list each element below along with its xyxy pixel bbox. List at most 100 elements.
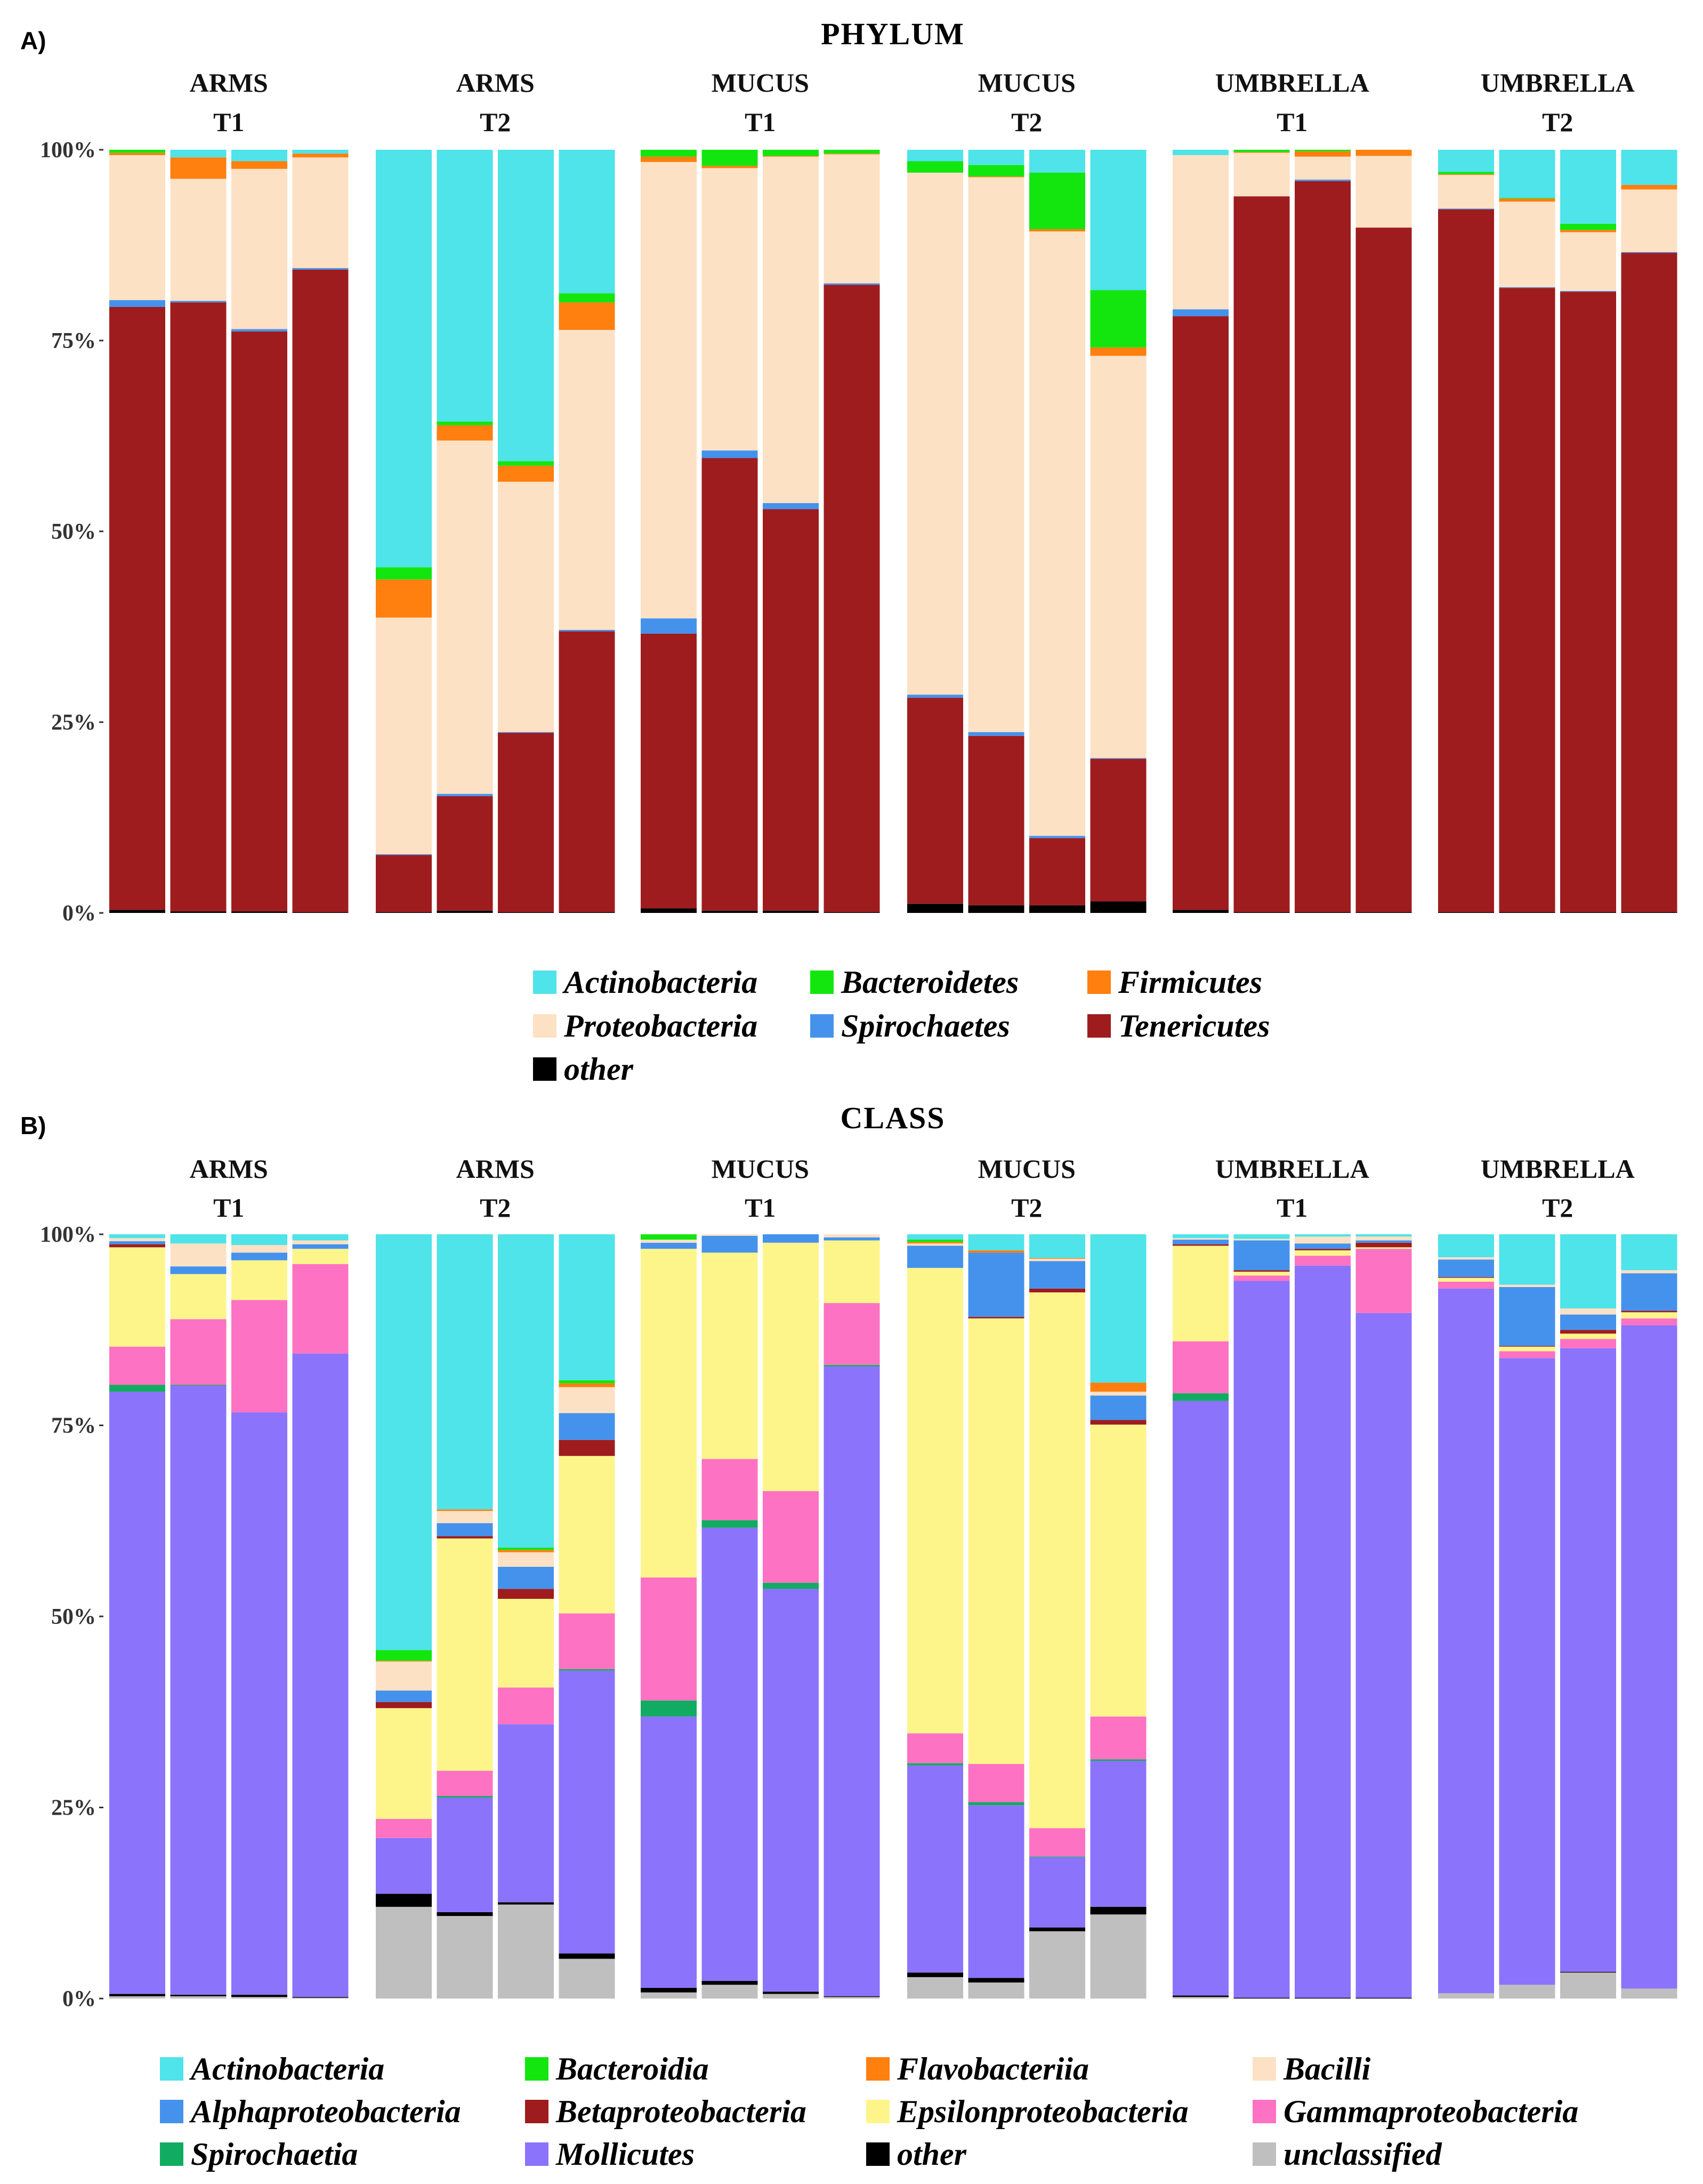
panel-b-bar-umbrella-t1-2-other [1233,1997,1290,1999]
panel-b-bar-umbrella-t2-3-mollicutes [1560,1348,1616,1972]
panel-b-bar-umbrella-t2-4-alphaproteobacteria [1621,1273,1677,1311]
panel-b-bar-mucus-t2-4-mollicutes [1090,1761,1147,1907]
panel-a-bar-umbrella-t2-3-spirochaetes [1560,290,1616,292]
panel-b-bar-arms-t1-2-other [170,1994,227,1996]
panel-a-bar-arms-t1-4-other [292,912,349,913]
panel-b-bar-mucus-t2-3-mollicutes [1029,1857,1085,1928]
panel-a-legend-label-firmicutes: Firmicutes [1118,965,1262,1000]
panel-a-bar-mucus-t2-3-spirochaetes [1029,836,1085,838]
panel-a-bar-arms-t1-1-firmicutes [109,152,165,156]
panel-a-legend-swatch-bacteroidetes [810,970,834,994]
panel-b-legend-swatch-bacilli [1253,2057,1276,2081]
panel-a-bar-mucus-t1-2-other [701,910,758,913]
panel-b-bar-umbrella-t2-2-epsilonproteobacteria [1499,1346,1555,1352]
panel-b-bar-arms-t2-2-actinobacteria [437,1234,493,1510]
panel-b-legend-label-betaproteobacteria: Betaproteobacteria [555,2094,806,2129]
panel-b-bar-umbrella-t1-2-bacilli [1233,1239,1290,1241]
panel-b-bar-arms-t2-3-alphaproteobacteria [498,1566,554,1589]
panel-a-bar-umbrella-t1-2-tenericutes [1233,196,1290,912]
panel-b-bar-mucus-t1-3-gammaproteobacteria [763,1491,819,1583]
panel-b-bar-umbrella-t1-3-betaproteobacteria [1295,1249,1351,1251]
panel-b-bar-mucus-t1-2-epsilonproteobacteria [701,1252,758,1459]
panel-a-bar-mucus-t1-4-proteobacteria [824,154,880,284]
panel-a-legend-label-other: other [564,1051,634,1087]
panel-b-bar-umbrella-t2-1-mollicutes [1438,1288,1494,1993]
panel-b-bar-umbrella-t2-4-mollicutes [1621,1325,1677,1989]
panel-a-bar-arms-t2-4-firmicutes [559,302,615,330]
panel-b-bar-umbrella-t1-2-epsilonproteobacteria [1233,1272,1290,1276]
panel-b-bar-arms-t1-2-mollicutes [170,1385,227,1995]
panel-b-bar-umbrella-t2-1-actinobacteria [1438,1234,1494,1258]
panel-b-bar-mucus-t1-2-bacilli [701,1234,758,1236]
panel-b-legend-label-unclassified: unclassified [1284,2137,1442,2172]
panel-b-bar-mucus-t2-1-alphaproteobacteria [907,1245,963,1268]
panel-b-bar-mucus-t1-4-epsilonproteobacteria [824,1240,880,1304]
panel-b-bar-umbrella-t2-3-betaproteobacteria [1560,1330,1616,1334]
panel-a-bar-umbrella-t1-3-spirochaetes [1295,179,1351,181]
panel-b-bar-umbrella-t1-1-alphaproteobacteria [1173,1240,1229,1244]
panel-b-bar-mucus-t1-4-alphaproteobacteria [824,1237,880,1241]
panel-b-bar-mucus-t2-2-spirochaetia [968,1802,1024,1806]
panel-b-bar-arms-t1-4-alphaproteobacteria [292,1244,349,1249]
panel-b-bar-arms-t2-1-gammaproteobacteria [376,1819,432,1838]
panel-a-bar-umbrella-t2-4-spirochaetes [1621,252,1677,253]
panel-b-legend-label-actinobacteria: Actinobacteria [189,2051,384,2086]
panel-b-bars [109,1234,1677,1999]
panel-b-bar-arms-t2-3-flavobacteriia [498,1550,554,1552]
panel-b-bar-umbrella-t1-2-gammaproteobacteria [1233,1275,1290,1281]
panel-b-facet-5-site: UMBRELLA [1215,1154,1369,1184]
panel-a-bar-mucus-t2-2-spirochaetes [968,732,1024,736]
panel-b-bar-umbrella-t1-4-mollicutes [1355,1313,1412,1998]
panel-a-bar-umbrella-t2-4-proteobacteria [1621,189,1677,252]
panel-a-bar-mucus-t2-4-tenericutes [1090,758,1147,902]
panel-b-bar-umbrella-t1-2-alphaproteobacteria [1233,1240,1290,1271]
panel-b-legend-swatch-flavobacteriia [866,2057,890,2081]
panel-b-bar-mucus-t2-1-actinobacteria [907,1234,963,1240]
panel-a-legend-swatch-actinobacteria [533,970,556,994]
panel-a-facet-3-time: T1 [745,107,776,137]
panel-a-bar-mucus-t1-3-other [763,910,819,913]
panel-b-bar-umbrella-t1-1-unclassified [1173,1997,1229,1999]
panel-b-bar-umbrella-t1-1-epsilonproteobacteria [1173,1245,1229,1341]
panel-b-bar-mucus-t2-3-gammaproteobacteria [1029,1828,1085,1857]
panel-a-bar-mucus-t1-3-spirochaetes [763,503,819,509]
panel-a-bar-mucus-t2-2-other [968,905,1024,913]
panel-b-y-tick-75: 75% [51,1414,96,1438]
panel-b-bar-umbrella-t2-2-gammaproteobacteria [1499,1351,1555,1358]
panel-b-letter: B) [20,1112,46,1139]
panel-a-bar-mucus-t1-4-tenericutes [824,285,880,912]
panel-b-bar-arms-t2-4-mollicutes [559,1670,615,1954]
panel-a-bar-arms-t2-1-bacteroidetes [376,567,432,580]
panel-b-bar-mucus-t2-3-epsilonproteobacteria [1029,1292,1085,1829]
panel-a-bar-umbrella-t1-3-tenericutes [1295,181,1351,912]
panel-b-legend-swatch-alphaproteobacteria [160,2100,183,2123]
panel-b-bar-arms-t2-2-other [437,1912,493,1916]
panel-b-bar-arms-t2-1-betaproteobacteria [376,1702,432,1709]
panel-b-bar-umbrella-t2-3-alphaproteobacteria [1560,1314,1616,1330]
panel-b-bar-arms-t1-1-alphaproteobacteria [109,1241,165,1244]
panel-b-bar-umbrella-t2-3-epsilonproteobacteria [1560,1333,1616,1339]
panel-a-bar-umbrella-t2-3-tenericutes [1560,292,1616,912]
panel-b-facet-1-site: ARMS [190,1154,268,1184]
panel-b-bar-mucus-t2-4-other [1090,1906,1147,1915]
panel-b-legend-swatch-betaproteobacteria [525,2100,548,2123]
panel-b-bar-mucus-t1-1-gammaproteobacteria [641,1577,697,1701]
panel-b-bar-mucus-t2-2-other [968,1978,1024,1983]
panel-b-bar-arms-t1-2-actinobacteria [170,1234,227,1244]
panel-a-bar-arms-t1-3-proteobacteria [231,168,287,329]
panel-b-facet-labels: ARMS T1 ARMS T2 MUCUS T1 MUCUS T2 UMBRELLA T1 UMBR… [190,1154,1635,1223]
panel-b-bar-umbrella-t2-4-epsilonproteobacteria [1621,1312,1677,1319]
panel-b-bar-arms-t2-1-other [376,1894,432,1907]
panel-a-bar-mucus-t1-3-bacteroidetes [763,150,819,156]
panel-b-bar-umbrella-t2-4-unclassified [1621,1988,1677,1999]
panel-b-bar-arms-t2-2-spirochaetia [437,1795,493,1798]
panel-b-bar-mucus-t2-1-spirochaetia [907,1763,963,1766]
panel-a-y-tick-0: 0% [62,901,96,926]
panel-a-bar-mucus-t2-3-proteobacteria [1029,231,1085,836]
panel-a-bar-arms-t2-4-spirochaetes [559,629,615,632]
panel-a-bar-umbrella-t1-3-other [1295,912,1351,913]
panel-a-bar-arms-t1-2-proteobacteria [170,179,227,301]
panel-b-bar-mucus-t2-3-betaproteobacteria [1029,1288,1085,1292]
panel-b-bar-arms-t2-4-alphaproteobacteria [559,1413,615,1440]
panel-a-bar-mucus-t2-1-tenericutes [907,698,963,904]
